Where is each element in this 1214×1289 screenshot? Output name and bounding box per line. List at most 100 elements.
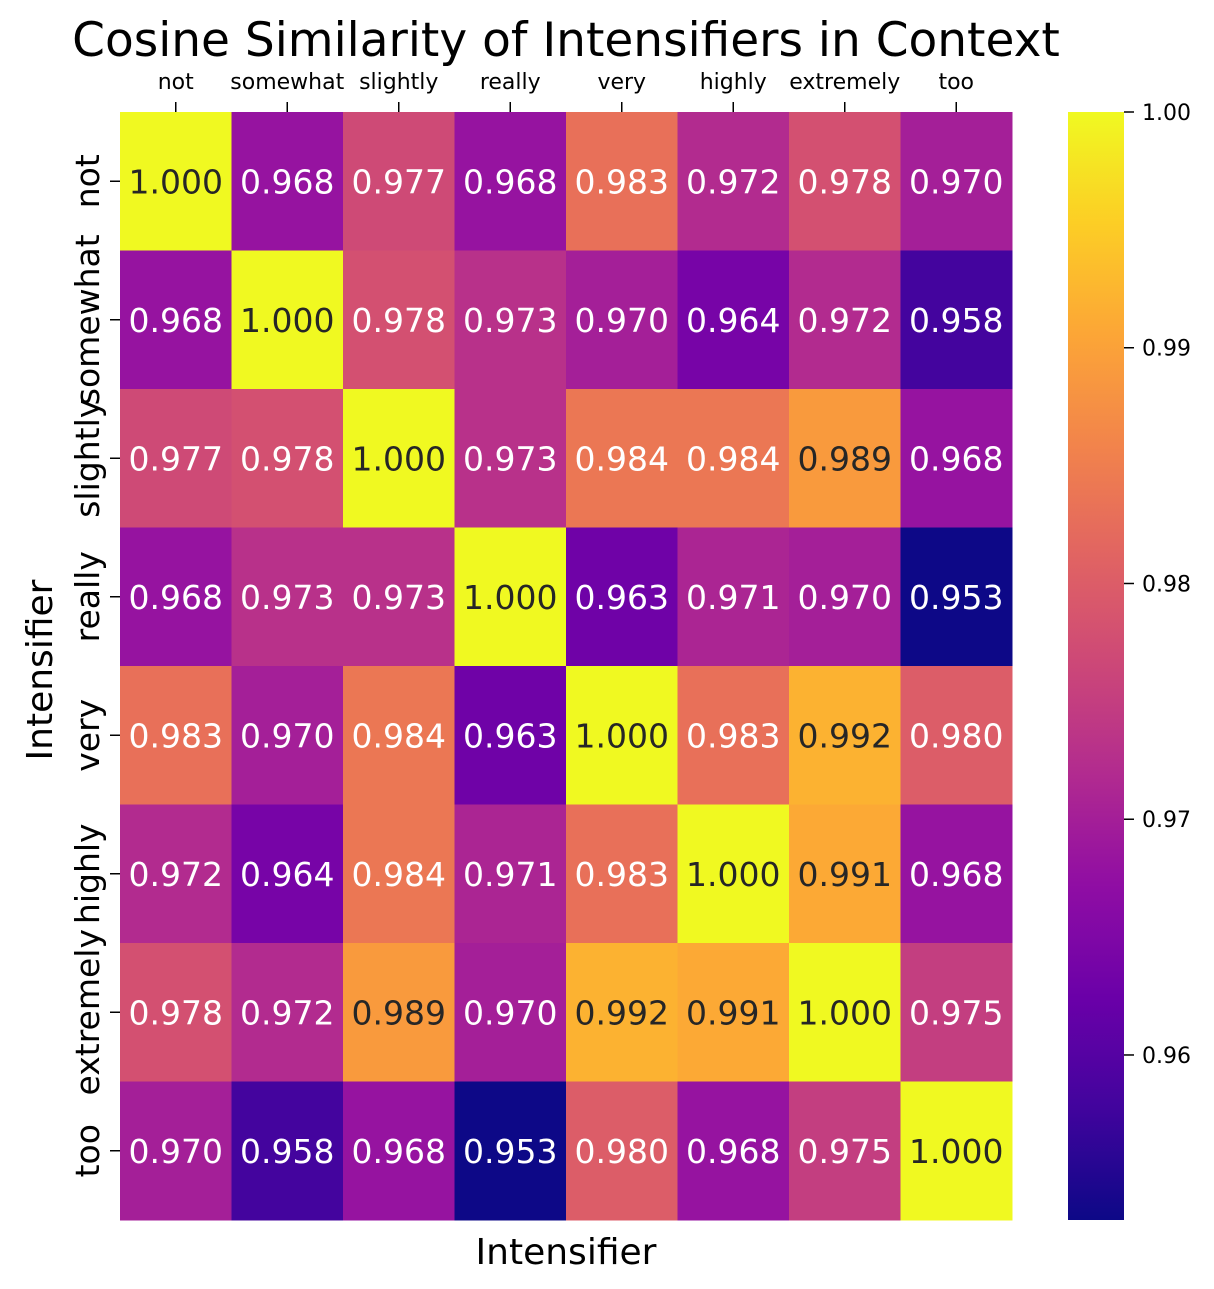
heatmap-cell [677, 666, 790, 805]
cell-value-label: 0.983 [686, 716, 780, 755]
cell-value-label: 0.971 [463, 855, 557, 894]
heatmap-cell [343, 112, 455, 251]
cell-value-label: 0.975 [909, 993, 1003, 1032]
y-tick-label: very [68, 699, 107, 772]
heatmap-cell [677, 1081, 790, 1221]
cell-value-label: 0.989 [352, 993, 446, 1032]
heatmap-cell [120, 804, 232, 944]
heatmap-cell [231, 804, 344, 944]
heatmap-cell [900, 250, 1013, 390]
cell-value-label: 0.970 [129, 1132, 223, 1171]
colorbar-tick-label: 0.97 [1142, 808, 1191, 833]
cell-value-label: 0.975 [798, 1132, 892, 1171]
cell-value-label: 1.000 [686, 855, 780, 894]
cell-value-label: 0.971 [686, 578, 780, 617]
cell-value-label: 1.000 [240, 301, 334, 340]
cell-value-label: 1.000 [798, 993, 892, 1032]
cell-value-label: 0.983 [575, 855, 669, 894]
x-tick-label: not [158, 70, 194, 95]
heatmap-cell [900, 943, 1013, 1082]
heatmap-cell [120, 112, 232, 251]
heatmap-cell [789, 112, 901, 251]
heatmap-cell [120, 666, 232, 805]
heatmap-cell [231, 943, 344, 1082]
cell-value-label: 0.968 [240, 162, 334, 201]
heatmap-cell [900, 666, 1013, 805]
cell-value-label: 0.970 [798, 578, 892, 617]
heatmap-cell [231, 112, 344, 251]
y-tick-label: somewhat [68, 234, 107, 405]
cell-value-label: 0.992 [575, 993, 669, 1032]
cell-value-label: 0.963 [575, 578, 669, 617]
x-axis-label: Intensifier [476, 1232, 657, 1273]
heatmap-cell [454, 112, 567, 251]
cell-value-label: 0.968 [352, 1132, 446, 1171]
heatmap-cell [789, 250, 901, 390]
heatmap-cell [566, 112, 678, 251]
x-tick-label: very [597, 70, 646, 95]
cell-value-label: 1.000 [352, 439, 446, 478]
cell-value-label: 0.980 [909, 716, 1003, 755]
cell-value-label: 0.983 [129, 716, 223, 755]
heatmap-cell [343, 527, 455, 667]
heatmap-cell [231, 250, 344, 390]
cell-value-label: 0.972 [686, 162, 780, 201]
x-axis-ticks: not somewhat slightly really very highly extre… [158, 70, 974, 112]
cell-value-label: 1.000 [129, 162, 223, 201]
heatmap-cell [677, 943, 790, 1082]
heatmap-cell [454, 389, 567, 528]
cell-value-label: 0.978 [240, 439, 334, 478]
cell-value-label: 0.977 [129, 439, 223, 478]
x-tick-label: highly [700, 70, 767, 95]
cell-value-label: 0.973 [240, 578, 334, 617]
x-tick-label: extremely [789, 70, 900, 95]
cell-value-label: 0.968 [909, 855, 1003, 894]
x-tick-label: somewhat [230, 70, 344, 95]
heatmap-cell [677, 804, 790, 944]
heatmap-cell [120, 250, 232, 390]
heatmap-cell [677, 389, 790, 528]
cell-value-label: 0.984 [352, 716, 446, 755]
cell-value-label: 0.968 [686, 1132, 780, 1171]
colorbar-tick-label: 0.96 [1142, 1044, 1191, 1069]
colorbar-ticks: 1.00 0.99 0.98 0.97 0.96 [1124, 101, 1191, 1069]
cell-value-label: 0.972 [798, 301, 892, 340]
y-tick-label: extremely [68, 929, 107, 1095]
cell-value-label: 0.991 [686, 993, 780, 1032]
heatmap-cell [454, 804, 567, 944]
heatmap-cell [454, 666, 567, 805]
heatmap-cell [454, 527, 567, 667]
cell-value-label: 0.958 [909, 301, 1003, 340]
y-tick-label: not [68, 154, 107, 208]
heatmap-cell [231, 666, 344, 805]
cell-value-label: 0.970 [463, 993, 557, 1032]
x-tick-label: slightly [359, 70, 438, 95]
y-tick-label: slightly [68, 399, 107, 518]
cell-value-label: 0.973 [352, 578, 446, 617]
y-tick-label: too [68, 1124, 107, 1177]
cell-value-label: 0.964 [686, 301, 780, 340]
cell-value-label: 1.000 [909, 1132, 1003, 1171]
cell-value-label: 0.964 [240, 855, 334, 894]
heatmap-cell [900, 1081, 1013, 1221]
colorbar-tick-label: 0.98 [1142, 572, 1191, 597]
cell-value-label: 0.968 [129, 301, 223, 340]
heatmap-cell [566, 943, 678, 1082]
heatmap-cell [789, 1081, 901, 1221]
heatmap-cell [789, 527, 901, 667]
cell-value-label: 0.970 [909, 162, 1003, 201]
cell-value-label: 0.989 [798, 439, 892, 478]
heatmap-cell [566, 250, 678, 390]
heatmap-cell [900, 527, 1013, 667]
heatmap-cell [789, 943, 901, 1082]
heatmap-cell [677, 250, 790, 390]
heatmap-cell [566, 389, 678, 528]
y-tick-label: really [68, 551, 107, 642]
colorbar [1068, 112, 1124, 1220]
heatmap-cell [454, 1081, 567, 1221]
x-tick-label: really [480, 70, 541, 95]
heatmap-cell [454, 250, 567, 390]
heatmap-cell [343, 943, 455, 1082]
cell-value-label: 0.953 [909, 578, 1003, 617]
cell-value-label: 0.958 [240, 1132, 334, 1171]
